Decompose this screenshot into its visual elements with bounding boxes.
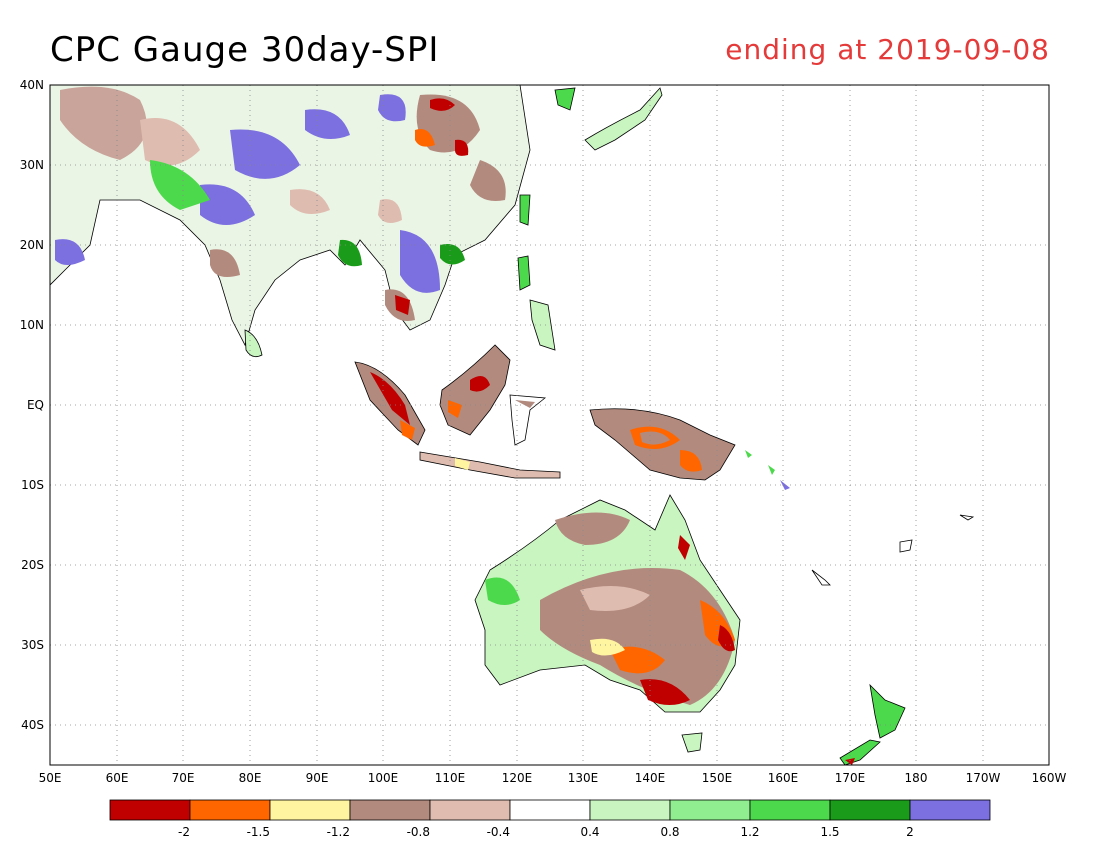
map-frame [49,84,1050,766]
new-guinea-landmass [589,408,736,481]
lat-label: 30N [20,158,44,172]
colorbar-label: 0.8 [660,825,679,839]
colorbar-label: -2 [178,825,190,839]
borneo-landmass [439,344,511,436]
colorbar-swatch [269,799,351,821]
lon-label: 180 [905,771,928,785]
map-title: CPC Gauge 30day-SPI [50,30,440,70]
sulawesi-landmass [509,394,547,446]
lon-label: 80E [239,771,262,785]
lat-label: 40S [21,718,44,732]
colorbar-label: 1.2 [740,825,759,839]
new-zealand-landmass [839,683,906,765]
colorbar-label: -0.4 [487,825,510,839]
lon-label: 170W [966,771,1001,785]
lat-label: 20S [21,558,44,572]
lon-label: 100E [368,771,399,785]
lon-label: 70E [172,771,195,785]
colorbar-swatch [109,799,191,821]
japan-landmass [554,87,663,151]
colorbar-swatch [829,799,911,821]
colorbar-label: 0.4 [580,825,599,839]
lon-label: 140E [635,771,666,785]
sumatra-landmass [354,361,426,446]
lat-label: EQ [27,398,44,412]
colorbar-swatch [749,799,831,821]
lat-label: 40N [20,78,44,92]
colorbar-label: -0.8 [407,825,430,839]
colorbar-label: 2 [906,825,914,839]
philippines-landmass [517,194,556,351]
asia-landmass [50,85,531,358]
colorbar-swatch [669,799,751,821]
colorbar-swatch [589,799,671,821]
lon-labels: 50E 60E 70E 80E 90E 100E 110E 120E 130E … [39,771,1067,785]
colorbar-swatch [909,799,991,821]
lon-label: 90E [306,771,329,785]
australia-landmass [474,494,741,753]
colorbar-swatch [349,799,431,821]
lon-label: 170E [835,771,866,785]
colorbar [109,799,991,821]
lon-label: 110E [435,771,466,785]
lon-label: 120E [502,771,533,785]
lat-labels: 40N 30N 20N 10N EQ 10S 20S 30S 40S [20,78,44,732]
colorbar-swatch [189,799,271,821]
lat-label: 10S [21,478,44,492]
lon-label: 50E [39,771,62,785]
colorbar-swatch [429,799,511,821]
lon-label: 130E [568,771,599,785]
lon-label: 160E [768,771,799,785]
colorbar-swatch [509,799,591,821]
lon-label: 60E [106,771,129,785]
lat-label: 10N [20,318,44,332]
colorbar-label: -1.2 [327,825,350,839]
date-label: ending at 2019-09-08 [725,33,1050,66]
colorbar-labels: -2 -1.5 -1.2 -0.8 -0.4 0.4 0.8 1.2 1.5 2 [178,825,914,839]
lat-label: 20N [20,238,44,252]
lat-label: 30S [21,638,44,652]
map-area [50,85,1049,765]
colorbar-label: -1.5 [247,825,270,839]
pacific-islands [745,450,975,586]
lon-label: 150E [702,771,733,785]
java-landmass [419,451,561,479]
colorbar-label: 1.5 [820,825,839,839]
gridlines [50,85,1049,765]
lon-label: 160W [1032,771,1067,785]
